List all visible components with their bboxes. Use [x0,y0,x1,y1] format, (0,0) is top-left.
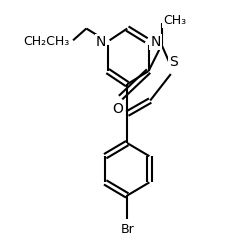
Text: Br: Br [120,223,134,236]
Text: S: S [169,55,178,69]
Text: N: N [96,35,106,49]
Text: O: O [112,102,123,116]
Text: CH₃: CH₃ [163,14,186,27]
Text: CH₂CH₃: CH₂CH₃ [24,35,70,48]
Text: N: N [150,35,160,49]
